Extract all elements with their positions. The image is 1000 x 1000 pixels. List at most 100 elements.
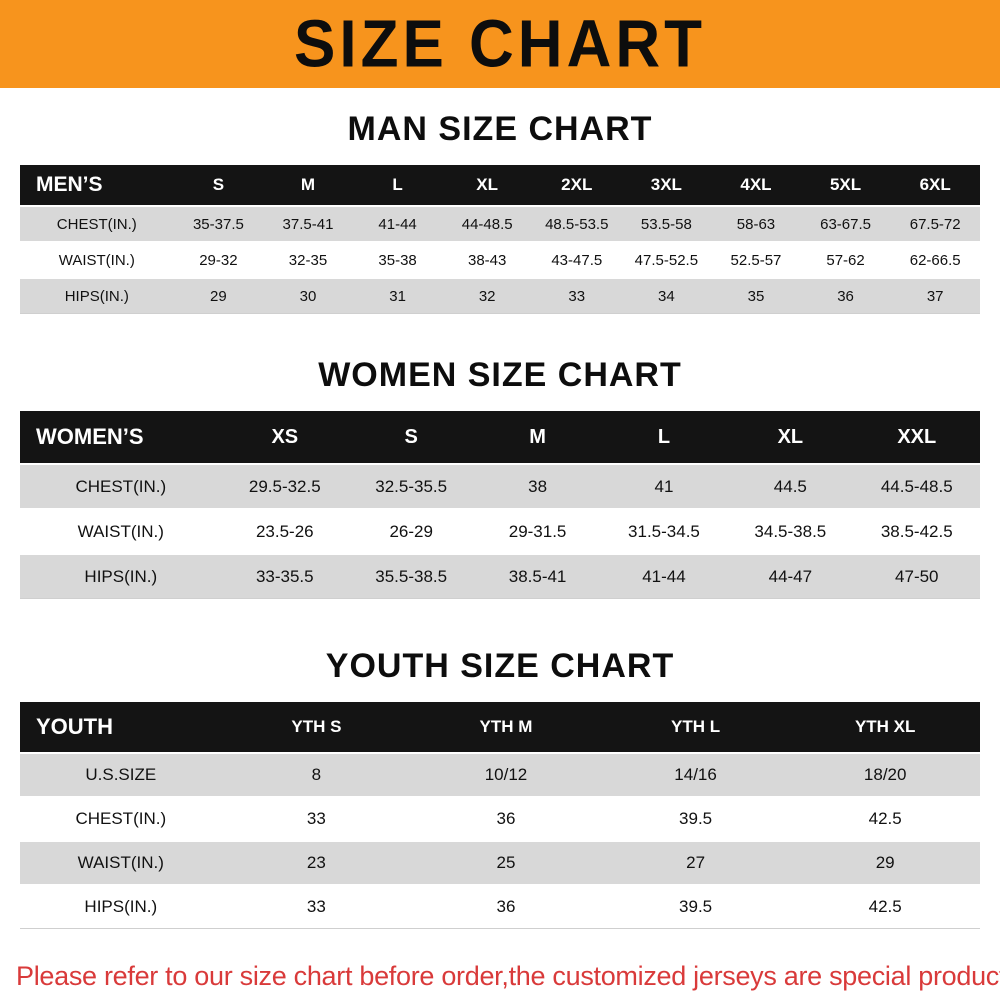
youth-section-title: YOUTH SIZE CHART [325,647,675,685]
size-table-men: MEN’S S M L XL 2XL 3XL 4XL 5XL 6XL CHEST(IN.) 35-37… [20,165,980,314]
cell: 29-32 [199,251,238,269]
cell: 32 [478,287,496,305]
column-header: YTH XL [790,702,980,753]
row-label: WAIST(IN.) [58,251,135,269]
row-label: WAIST(IN.) [77,853,164,872]
column-header: M [474,411,601,464]
cell: 43-47.5 [551,251,603,269]
header-row: MEN’S S M L XL 2XL 3XL 4XL 5XL 6XL [20,165,980,206]
cell: 39.5 [679,809,713,828]
row-label: HIPS(IN.) [64,287,129,305]
table-row: CHEST(IN.) 35-37.5 37.5-41 41-44 44-48.5 48.5… [20,206,980,242]
cell: 62-66.5 [909,251,961,269]
cell: 32-35 [288,251,328,269]
cell: 42.5 [868,897,902,916]
cell: 35.5-38.5 [375,566,448,586]
column-header: XXL [853,411,980,464]
cell: 38 [528,476,548,496]
size-table-youth: YOUTH YTH S YTH M YTH L YTH XL U.S.SIZE 8 10/12… [20,702,980,929]
row-label: HIPS(IN.) [84,897,158,916]
women-size-table-host: WOMEN’S XS S M L XL XXL CHEST(IN.) 29.5-32.5 32.5… [0,411,1000,599]
cell: 47-50 [895,566,939,586]
cell: 14/16 [674,765,717,784]
cell: 57-62 [826,251,865,269]
cell: 26-29 [389,521,433,541]
column-header: L [600,411,728,464]
cell: 35-37.5 [192,215,244,233]
cell: 47.5-52.5 [634,251,699,269]
cell: 38-43 [467,251,507,269]
column-header: 4XL [711,165,801,206]
cell: 44.5 [773,476,807,496]
cell: 31 [389,287,406,305]
row-label: WAIST(IN.) [77,521,164,541]
column-header: YTH M [411,702,601,753]
women-section-title: WOMEN SIZE CHART [318,356,682,394]
column-header: S [347,411,475,464]
cell: 36 [837,287,854,305]
cell: 33-35.5 [255,566,314,586]
cell: 44-47 [768,566,813,586]
column-header: S [173,165,264,206]
column-header: XL [442,165,532,206]
cell: 29.5-32.5 [248,476,321,496]
cell: 37 [926,287,944,305]
cell: 18/20 [863,765,907,784]
size-table-women: WOMEN’S XS S M L XL XXL CHEST(IN.) 29.5-32.5 32.5… [20,411,980,599]
table-row: CHEST(IN.) 33 36 39.5 42.5 [20,797,980,841]
banner: SIZE CHART [0,0,1000,88]
cell: 32.5-35.5 [375,476,448,496]
cell: 42.5 [868,809,902,828]
note-line-2: we don’t accept cancel, change, teturn o… [16,994,1000,1000]
header-row: YOUTH YTH S YTH M YTH L YTH XL [20,702,980,753]
note-line-1: Please refer to our size chart before or… [16,961,1000,991]
cell: 44.5-48.5 [880,476,953,496]
header-row: WOMEN’S XS S M L XL XXL [20,411,980,464]
table-corner-label: YOUTH [20,702,222,753]
section-women: WOMEN SIZE CHART WOMEN’S XS S M L XL XXL CHEST(… [0,356,1000,599]
column-header: YTH S [221,702,412,753]
column-header: 6XL [890,165,980,206]
cell: 36 [496,897,516,916]
cell: 33 [306,809,326,828]
cell: 8 [311,765,322,784]
table-row: HIPS(IN.) 33 36 39.5 42.5 [20,885,980,929]
cell: 35 [747,287,765,305]
row-label: U.S.SIZE [85,765,157,784]
cell: 35-38 [378,251,417,269]
cell: 41 [654,476,674,496]
cell: 48.5-53.5 [545,215,609,233]
table-row: U.S.SIZE 8 10/12 14/16 18/20 [20,753,980,797]
cell: 38.5-41 [508,566,567,586]
table-corner-label: MEN’S [20,165,174,206]
row-label: CHEST(IN.) [56,215,137,233]
section-men: MAN SIZE CHART MEN’S S M L XL 2XL 3XL 4XL 5XL 6XL… [0,110,1000,314]
cell: 53.5-58 [640,215,692,233]
footer-note: Please refer to our size chart before or… [0,959,1000,1000]
cell: 29 [210,287,227,305]
cell: 34 [658,287,675,305]
column-header: XS [221,411,348,464]
table-row: HIPS(IN.) 29 30 31 32 33 34 35 36 37 [20,278,980,314]
row-label: CHEST(IN.) [75,476,167,496]
cell: 41-44 [378,215,417,233]
page-title: SIZE CHART [294,6,706,82]
table-row: WAIST(IN.) 23 25 27 29 [20,841,980,885]
cell: 31.5-34.5 [628,521,700,541]
cell: 34.5-38.5 [754,521,827,541]
cell: 23 [306,853,326,872]
cell: 41-44 [642,566,686,586]
cell: 58-63 [736,215,776,233]
cell: 33 [306,897,326,916]
cell: 38.5-42.5 [880,521,953,541]
cell: 30 [299,287,317,305]
cell: 36 [496,809,516,828]
cell: 29-31.5 [508,521,567,541]
men-section-title: MAN SIZE CHART [347,110,653,148]
table-corner-label: WOMEN’S [20,411,222,464]
cell: 29 [875,853,895,872]
cell: 33 [568,287,586,305]
cell: 63-67.5 [820,215,871,233]
column-header: XL [727,411,854,464]
